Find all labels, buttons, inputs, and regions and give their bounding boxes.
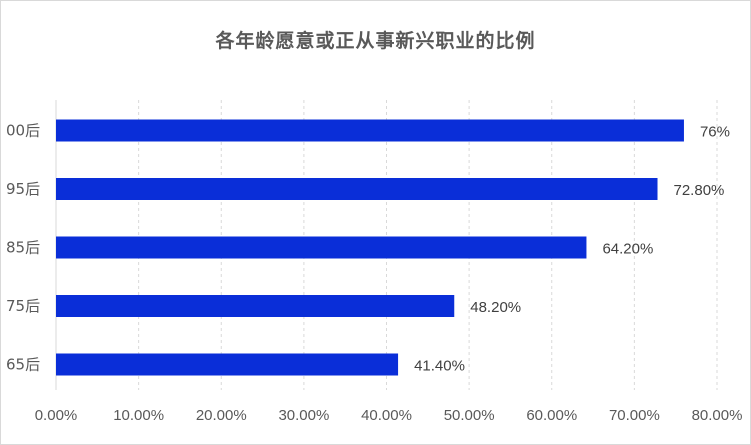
x-tick-label: 20.00% <box>196 407 247 424</box>
data-label: 64.20% <box>602 241 653 258</box>
bar <box>56 178 658 200</box>
x-tick-label: 60.00% <box>526 407 577 424</box>
category-labels: 00后 95后 85后 75后 65后 <box>6 122 40 374</box>
category-label: 95后 <box>6 180 40 198</box>
x-tick-label: 10.00% <box>113 407 164 424</box>
bar <box>56 353 399 376</box>
x-tick-label: 30.00% <box>278 407 329 424</box>
data-label: 48.20% <box>470 299 521 316</box>
bars <box>56 119 684 376</box>
category-label: 65后 <box>6 356 40 374</box>
x-axis-tick-labels: 0.00% 10.00% 20.00% 30.00% 40.00% 50.00% 60.00… <box>35 407 743 424</box>
x-tick-label: 40.00% <box>361 407 412 424</box>
data-label: 72.80% <box>674 182 725 199</box>
category-label: 85后 <box>6 239 40 257</box>
x-tick-label: 80.00% <box>692 407 743 424</box>
data-labels: 76% 72.80% 64.20% 48.20% 41.40% <box>414 124 730 375</box>
category-label: 00后 <box>6 122 40 140</box>
x-tick-label: 0.00% <box>35 407 78 424</box>
x-tick-label: 70.00% <box>609 407 660 424</box>
chart-title: 各年龄愿意或正从事新兴职业的比例 <box>215 30 536 52</box>
bar <box>56 236 587 259</box>
category-label: 75后 <box>6 297 40 315</box>
x-tick-label: 50.00% <box>444 407 495 424</box>
bar <box>56 295 455 317</box>
bar <box>56 119 684 142</box>
data-label: 41.40% <box>414 358 465 375</box>
data-label: 76% <box>700 124 730 141</box>
